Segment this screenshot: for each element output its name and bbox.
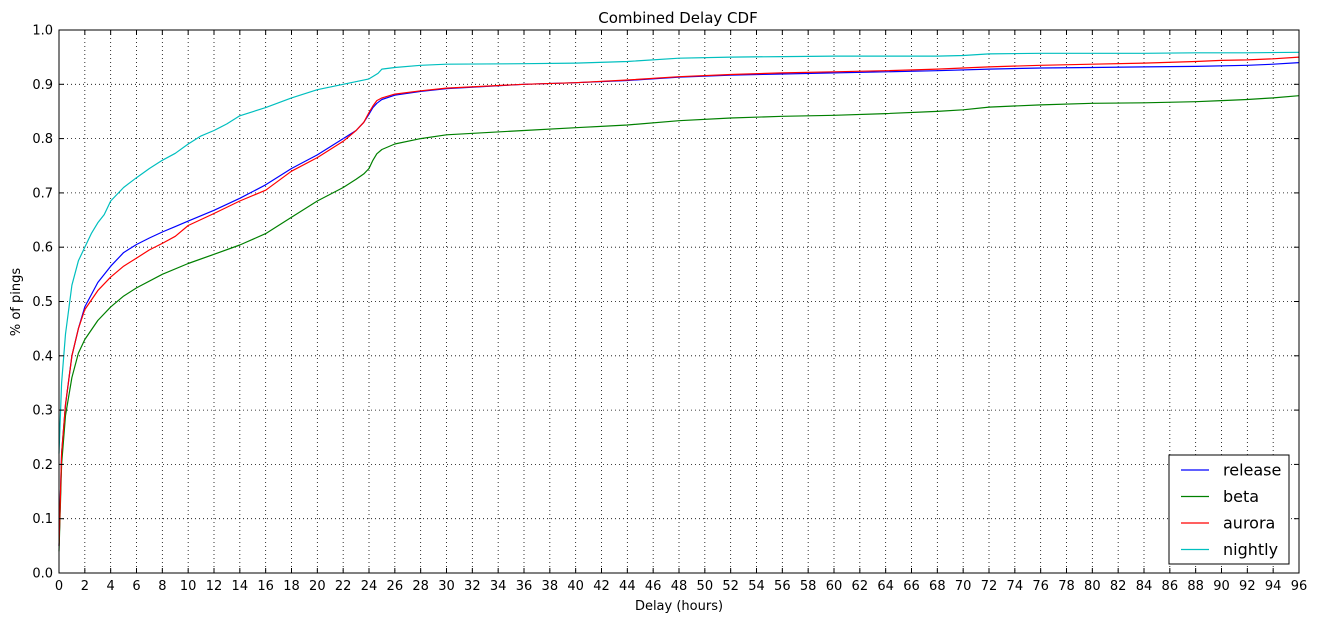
series-line-aurora <box>58 56 1300 546</box>
x-tick-label: 70 <box>955 579 972 594</box>
x-tick-label: 64 <box>877 579 894 594</box>
x-tick-label: 88 <box>1187 579 1204 594</box>
x-tick-label: 92 <box>1239 579 1256 594</box>
y-tick-label: 0.1 <box>32 512 53 527</box>
y-axis-label: % of pings <box>9 268 24 337</box>
x-tick-label: 36 <box>516 579 533 594</box>
y-tick-label: 0.0 <box>32 567 53 582</box>
x-tick-label: 72 <box>981 579 998 594</box>
x-tick-label: 82 <box>1110 579 1127 594</box>
x-tick-label: 2 <box>81 579 89 594</box>
x-tick-label: 74 <box>1007 579 1024 594</box>
x-tick-label: 24 <box>361 579 378 594</box>
x-tick-label: 96 <box>1291 579 1308 594</box>
legend-label-nightly: nightly <box>1223 540 1278 559</box>
legend-box <box>1168 454 1290 565</box>
x-tick-label: 62 <box>852 579 869 594</box>
x-tick-label: 58 <box>800 579 817 594</box>
x-tick-label: 28 <box>412 579 429 594</box>
x-tick-label: 80 <box>1084 579 1101 594</box>
x-tick-label: 42 <box>593 579 610 594</box>
y-tick-label: 0.2 <box>32 458 53 473</box>
x-tick-label: 20 <box>309 579 326 594</box>
x-tick-label: 78 <box>1058 579 1075 594</box>
x-tick-label: 94 <box>1265 579 1282 594</box>
chart-title: Combined Delay CDF <box>598 9 757 27</box>
x-tick-label: 6 <box>132 579 140 594</box>
x-tick-label: 44 <box>619 579 636 594</box>
x-tick-label: 56 <box>774 579 791 594</box>
series-line-beta <box>58 95 1300 552</box>
y-tick-label: 0.5 <box>32 295 53 310</box>
x-tick-label: 10 <box>180 579 197 594</box>
y-tick-label: 0.8 <box>32 132 53 147</box>
grid-lines <box>58 29 1300 574</box>
x-tick-label: 68 <box>929 579 946 594</box>
x-tick-label: 86 <box>1162 579 1179 594</box>
x-axis-label: Delay (hours) <box>635 599 723 614</box>
x-tick-label: 0 <box>55 579 63 594</box>
x-tick-label: 66 <box>903 579 920 594</box>
x-tick-label: 26 <box>387 579 404 594</box>
legend: release beta aurora nightly <box>1168 454 1290 565</box>
x-tick-label: 22 <box>335 579 352 594</box>
x-tick-label: 46 <box>645 579 662 594</box>
x-tick-label: 84 <box>1136 579 1153 594</box>
y-tick-label: 1.0 <box>32 24 53 39</box>
y-tick-label: 0.7 <box>32 186 53 201</box>
x-tick-label: 90 <box>1213 579 1230 594</box>
y-tick-label: 0.4 <box>32 349 53 364</box>
series-lines <box>58 51 1300 552</box>
legend-label-release: release <box>1223 461 1281 480</box>
x-tick-label: 48 <box>671 579 688 594</box>
y-tick-label: 0.9 <box>32 78 53 93</box>
y-tick-label: 0.6 <box>32 241 53 256</box>
x-tick-label: 18 <box>283 579 300 594</box>
x-tick-label: 76 <box>1032 579 1049 594</box>
x-tick-label: 4 <box>107 579 115 594</box>
x-axis-ticks: 0 2 4 6 8 10 12 14 16 18 20 22 24 26 28 30 32 34 36 38 40 42 4… <box>55 30 1307 594</box>
series-line-release <box>58 62 1300 546</box>
y-axis-ticks: 0.0 0.1 0.2 0.3 0.4 0.5 0.6 0.7 0.8 0.9 1.0 <box>32 24 1299 582</box>
x-tick-label: 54 <box>748 579 765 594</box>
legend-label-aurora: aurora <box>1223 514 1275 533</box>
x-tick-label: 40 <box>567 579 584 594</box>
x-tick-label: 16 <box>257 579 274 594</box>
x-tick-label: 50 <box>697 579 714 594</box>
legend-label-beta: beta <box>1223 487 1259 506</box>
x-tick-label: 8 <box>158 579 166 594</box>
x-tick-label: 34 <box>490 579 507 594</box>
series-line-nightly <box>58 51 1300 454</box>
x-tick-label: 12 <box>206 579 223 594</box>
x-tick-label: 60 <box>826 579 843 594</box>
x-tick-label: 52 <box>722 579 739 594</box>
x-tick-label: 30 <box>438 579 455 594</box>
x-tick-label: 14 <box>232 579 249 594</box>
y-tick-label: 0.3 <box>32 404 53 419</box>
x-tick-label: 32 <box>464 579 481 594</box>
x-tick-label: 38 <box>542 579 559 594</box>
